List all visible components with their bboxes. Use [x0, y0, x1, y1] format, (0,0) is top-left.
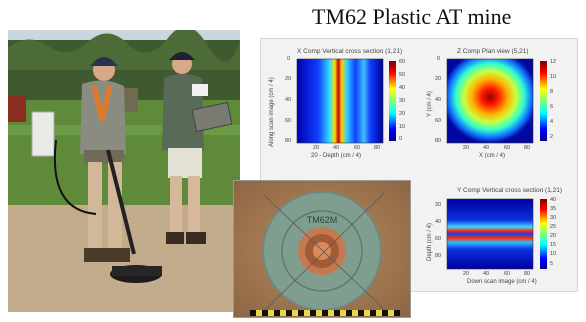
x-comp-xtick: 40: [333, 145, 340, 151]
z-comp-xlabel: X (cm / 4): [479, 153, 506, 159]
y-comp-cbar-tick: 10: [550, 251, 557, 257]
x-comp-cbar-tick: 60: [399, 59, 406, 65]
z-comp-xtick: 60: [504, 145, 511, 151]
y-comp-xtick: 40: [483, 271, 490, 277]
mine-photo: TM62M: [233, 180, 411, 318]
y-comp-colorbar: [540, 199, 547, 269]
y-comp-xtick: 80: [524, 271, 531, 277]
x-comp-ytick: 20: [285, 76, 292, 82]
z-comp-cbar-tick: 6: [550, 104, 554, 110]
z-comp-cbar-tick: 8: [550, 89, 554, 95]
x-comp-cbar-tick: 40: [399, 85, 406, 91]
x-comp-colorbar: [389, 61, 396, 141]
y-comp-xtick: 60: [504, 271, 511, 277]
z-comp-ytick: 20: [435, 76, 442, 82]
z-comp-colorbar: [540, 61, 547, 141]
z-comp-cbar-tick: 12: [550, 59, 557, 65]
z-comp-ytick: 80: [435, 138, 442, 144]
x-comp-xtick: 80: [374, 145, 381, 151]
y-comp-cbar-tick: 30: [550, 215, 557, 221]
y-comp-ylabel: Depth (cm / 4): [427, 222, 433, 261]
z-comp-cbar-tick: 10: [550, 74, 557, 80]
y-comp-xtick: 20: [463, 271, 470, 277]
page-title: TM62 Plastic AT mine: [312, 4, 512, 29]
y-comp-cbar-tick: 5: [550, 261, 554, 267]
z-comp-ytick: 40: [435, 97, 442, 103]
x-comp-cbar-tick: 10: [399, 124, 406, 130]
plot-panel: X Comp Vertical cross section (1,21) Alo…: [260, 38, 578, 292]
x-comp-ytick: 80: [285, 138, 292, 144]
y-comp-ytick: 20: [435, 202, 442, 208]
y-comp-ytick: 40: [435, 219, 442, 225]
x-comp-plot-title: X Comp Vertical cross section (1,21): [297, 48, 403, 55]
x-comp-ytick: 0: [287, 56, 291, 62]
x-comp-cbar-tick: 20: [399, 111, 406, 117]
z-comp-ylabel: Y (cm / 4): [427, 91, 433, 117]
x-comp-ytick: 40: [285, 97, 292, 103]
x-comp-cbar-tick: 0: [399, 136, 403, 142]
y-comp-heatmap: [447, 199, 533, 269]
y-comp-xlabel: Down scan image (cm / 4): [467, 279, 537, 285]
y-comp-cbar-tick: 35: [550, 206, 557, 212]
x-comp-xtick: 60: [354, 145, 361, 151]
z-comp-ytick: 60: [435, 118, 442, 124]
y-comp-plot-title: Y Comp Vertical cross section (1,21): [457, 187, 563, 194]
z-comp-cbar-tick: 2: [550, 134, 554, 140]
z-comp-cbar-tick: 4: [550, 119, 554, 125]
x-comp-xlabel: 20 - Depth (cm / 4): [311, 153, 362, 159]
z-comp-xtick: 20: [463, 145, 470, 151]
mine-label: TM62M: [307, 215, 338, 225]
z-comp-ytick: 0: [437, 56, 441, 62]
y-comp-ytick: 60: [435, 236, 442, 242]
z-comp-xtick: 80: [524, 145, 531, 151]
x-comp-heatmap: [297, 59, 383, 143]
x-comp-cbar-tick: 50: [399, 72, 406, 78]
z-comp-xtick: 40: [483, 145, 490, 151]
x-comp-cbar-tick: 30: [399, 98, 406, 104]
y-comp-ytick: 80: [435, 253, 442, 259]
scale-ruler: [250, 310, 400, 316]
z-comp-heatmap: [447, 59, 533, 143]
y-comp-cbar-tick: 40: [550, 197, 557, 203]
x-comp-ylabel: Along scan image (cm / 4): [269, 77, 275, 147]
y-comp-cbar-tick: 20: [550, 233, 557, 239]
y-comp-cbar-tick: 15: [550, 242, 557, 248]
x-comp-ytick: 60: [285, 118, 292, 124]
z-comp-plot-title: Z Comp Plan view (5,21): [457, 48, 529, 55]
x-comp-xtick: 20: [313, 145, 320, 151]
field-photo: [8, 30, 240, 312]
y-comp-cbar-tick: 25: [550, 224, 557, 230]
